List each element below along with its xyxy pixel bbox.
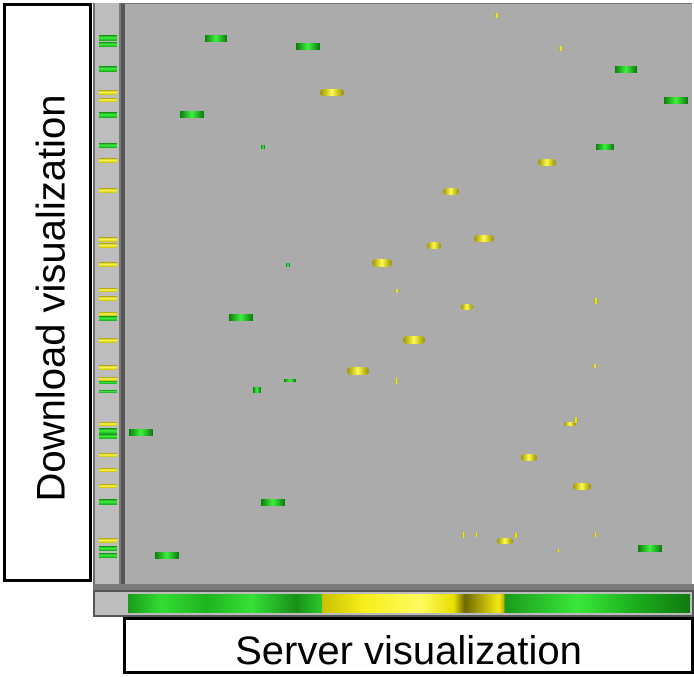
yellow-pair-mark — [474, 234, 494, 242]
green-pair-mark — [284, 378, 296, 382]
download-mark — [99, 468, 117, 472]
yellow-pair-mark — [495, 12, 499, 18]
yellow-pair-mark — [521, 453, 537, 461]
yellow-pair-mark — [497, 538, 513, 544]
download-mark — [99, 377, 117, 381]
download-mark — [99, 338, 117, 343]
yellow-pair-mark — [593, 533, 597, 537]
download-mark — [99, 262, 117, 267]
green-pair-mark — [286, 263, 290, 267]
download-mark — [99, 422, 117, 426]
yellow-pair-mark — [474, 533, 478, 537]
download-mark — [99, 90, 117, 95]
download-visualization-label: Download visualization — [29, 94, 74, 502]
yellow-pair-mark — [559, 45, 563, 51]
download-mark — [99, 98, 117, 102]
yellow-pair-mark — [347, 367, 369, 375]
download-mark — [99, 158, 117, 163]
download-mark — [99, 42, 117, 47]
green-pair-mark — [229, 313, 253, 321]
yellow-pair-mark — [443, 187, 459, 195]
green-pair-mark — [261, 498, 285, 506]
mapping-visualization-canvas — [121, 3, 692, 586]
yellow-pair-mark — [556, 548, 560, 552]
yellow-pair-mark — [461, 304, 473, 310]
yellow-pair-mark — [461, 532, 465, 538]
download-mark — [99, 243, 117, 248]
yellow-pair-mark — [320, 88, 344, 96]
bottom-divider — [93, 584, 694, 590]
green-pair-mark — [129, 428, 153, 436]
download-mark — [99, 484, 117, 488]
green-pair-mark — [596, 144, 614, 150]
server-visualization-bar — [128, 594, 690, 613]
download-visualization-strip — [93, 3, 121, 586]
yellow-pair-mark — [403, 336, 425, 344]
download-mark — [99, 237, 117, 242]
download-mark — [99, 365, 117, 370]
green-pair-mark — [155, 551, 179, 559]
download-mark — [99, 35, 117, 41]
yellow-pair-mark — [564, 422, 576, 426]
server-visualization-label: Server visualization — [235, 629, 582, 673]
strip-divider — [119, 3, 121, 586]
download-mark — [99, 112, 117, 118]
yellow-pair-mark — [427, 241, 441, 249]
download-mark — [99, 296, 117, 301]
download-mark — [99, 381, 117, 384]
download-mark — [99, 390, 117, 393]
yellow-pair-mark — [395, 289, 399, 293]
green-pair-mark — [205, 34, 227, 42]
download-mark — [99, 453, 117, 457]
yellow-pair-mark — [372, 259, 392, 267]
yellow-pair-mark — [573, 482, 591, 490]
yellow-pair-mark — [514, 532, 518, 538]
download-mark — [99, 434, 117, 439]
yellow-pair-mark — [538, 158, 556, 166]
download-mark — [99, 143, 117, 148]
green-pair-mark — [253, 387, 261, 393]
download-mark — [99, 428, 117, 434]
download-visualization-label-box: Download visualization — [3, 3, 92, 582]
green-pair-mark — [296, 42, 320, 50]
green-pair-mark — [638, 544, 662, 552]
server-visualization-strip — [93, 590, 694, 617]
green-pair-mark — [615, 65, 637, 73]
download-mark — [99, 553, 117, 558]
download-mark — [99, 546, 117, 551]
yellow-pair-mark — [594, 298, 598, 304]
download-mark — [99, 499, 117, 505]
download-mark — [99, 538, 117, 543]
server-visualization-label-box: Server visualization — [123, 617, 694, 674]
download-mark — [99, 312, 117, 316]
yellow-pair-mark — [574, 417, 578, 423]
green-pair-mark — [180, 110, 204, 118]
download-mark — [99, 288, 117, 292]
yellow-pair-mark — [593, 364, 597, 368]
green-pair-mark — [261, 145, 265, 149]
green-pair-mark — [664, 96, 688, 104]
download-mark — [99, 316, 117, 321]
download-mark — [99, 66, 117, 72]
download-mark — [99, 188, 117, 193]
yellow-pair-mark — [394, 378, 398, 384]
